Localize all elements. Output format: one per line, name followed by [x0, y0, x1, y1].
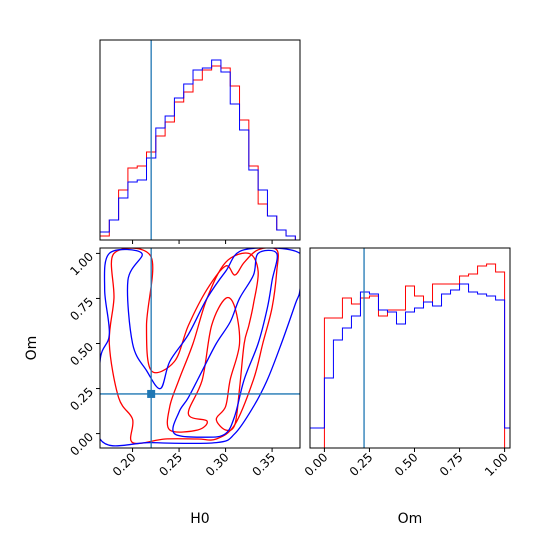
contour-h0-om-panel: 0.20 0.25 0.30 0.35 0.00 0.25 0.50 0.75 1.00: [67, 247, 301, 479]
truth-marker: [147, 389, 156, 398]
hist-group: [310, 263, 510, 448]
x-tick-label-om: 0.25: [347, 450, 376, 479]
histogram-om-panel: 0.00 0.25 0.50 0.75 1.00: [302, 247, 511, 479]
y-tick-label-om: 0.25: [67, 385, 96, 414]
hist-om-series-blue: [310, 283, 510, 429]
x-tick-label-h0: 0.25: [156, 450, 185, 479]
x-tick-label-h0: 0.30: [203, 450, 232, 479]
panel-frame: [99, 247, 301, 449]
contour-blue-level-1: [172, 249, 278, 438]
hist-h0-series-red: [99, 65, 296, 240]
panel-frame: [99, 39, 301, 241]
hist-om-series-red: [310, 263, 510, 448]
contour-red-level-2: [108, 248, 279, 445]
x-axis-label-om: Om: [398, 511, 423, 527]
y-tick-label-om: 0.50: [67, 340, 96, 369]
x-tick-label-om: 0.50: [392, 450, 421, 479]
histogram-h0-panel: [99, 39, 301, 244]
x-tick-label-om: 0.00: [302, 450, 331, 479]
panel-frame: [309, 247, 511, 449]
x-tick-label-om: 0.75: [437, 450, 466, 479]
y-tick-label-om: 1.00: [67, 250, 96, 279]
x-tick-label-om: 1.00: [482, 450, 511, 479]
y-axis-label-om: Om: [24, 336, 40, 361]
contour-group: [100, 248, 300, 447]
y-tick-label-om: 0.00: [67, 430, 96, 459]
x-tick-label-h0: 0.35: [249, 450, 278, 479]
contour-blue-level-2: [100, 248, 300, 447]
x-axis-label-h0: H0: [190, 511, 209, 527]
hist-h0-series-blue: [99, 59, 296, 240]
x-tick-label-h0: 0.20: [110, 450, 139, 479]
y-tick-label-om: 0.75: [67, 295, 96, 324]
